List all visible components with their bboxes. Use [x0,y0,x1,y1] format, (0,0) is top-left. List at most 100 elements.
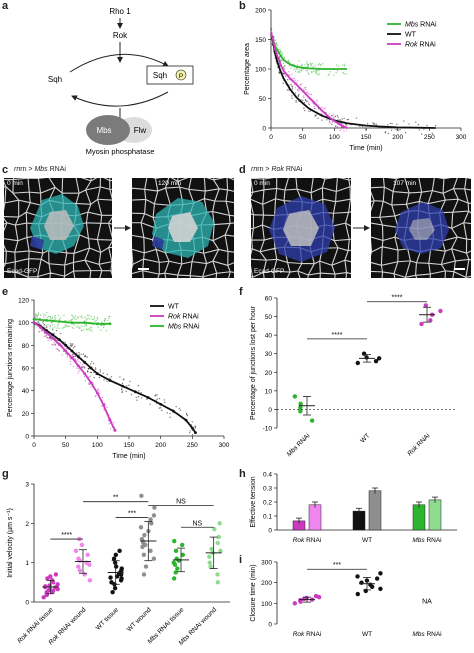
raw-data-point [304,88,307,91]
category-suffix: RNAi wound [56,606,88,638]
legend-name: Mbs [168,324,182,331]
raw-data-point [337,65,340,68]
y-tick-label: 30 [265,351,273,358]
raw-data-point [296,89,299,91]
legend-suffix: RNAi [418,22,437,29]
raw-data-point [89,375,92,378]
raw-data-point [125,390,127,392]
panel-i: i 0 100 200 300 Closure time (min) Rok RNAi WT… [237,554,474,648]
raw-data-point [70,319,72,322]
legend-label: Mbs RNAi [168,324,200,331]
legend-label: Rok RNAi [168,314,199,321]
raw-data-point [343,72,345,75]
category-label: Rok RNAi [293,631,322,638]
raw-data-point [397,129,400,131]
raw-data-point [86,370,89,372]
category-label: Rok RNAi [406,432,431,457]
raw-data-point [57,323,59,326]
genotype-rn: rn [14,166,21,173]
category-suffix: RNAi [414,432,431,449]
raw-data-point [365,128,368,131]
raw-data-point [47,339,49,342]
data-point [87,562,92,567]
raw-data-point [130,393,133,396]
data-point [148,548,153,554]
raw-data-point [58,327,60,329]
raw-data-point [295,101,297,103]
raw-data-point [404,131,407,134]
raw-data-point [89,371,92,374]
raw-data-point [137,396,140,398]
y-axis-label: Percentage junctions remaining [7,319,14,417]
data-point [298,401,303,407]
data-point [355,591,360,597]
raw-data-point [84,380,87,382]
legend-label: WT [405,32,417,39]
x-axis-label: Time (min) [112,453,145,460]
legend-label: Mbs RNAi [405,22,437,29]
raw-data-point [53,341,55,344]
data-point [112,560,118,565]
category-name: WT [359,432,371,444]
category-label: WT [359,432,371,444]
raw-data-point [54,318,57,320]
raw-data-point [81,325,83,327]
raw-data-point [97,326,100,328]
raw-data-point [78,370,80,372]
x-tick-label: 100 [329,134,340,141]
raw-data-point [76,316,79,318]
y-tick-label: 0.1 [263,514,272,521]
raw-data-point [417,123,420,126]
raw-data-point [335,125,338,128]
raw-data-point [331,123,333,126]
raw-data-point [39,314,42,316]
x-tick-label: 150 [361,134,372,141]
data-point [419,321,424,327]
data-point [143,564,149,569]
raw-data-point [297,90,300,92]
raw-data-point [270,27,272,30]
raw-data-point [329,71,331,73]
raw-data-point [341,118,343,120]
raw-data-point [298,60,300,62]
micro-c-marker: Ecad-GFP [7,268,38,275]
raw-data-point [311,62,313,65]
raw-data-point [403,120,405,122]
data-point [143,542,148,548]
raw-data-point [71,314,73,316]
raw-data-point [73,324,76,326]
data-point [151,513,157,518]
raw-data-point [372,122,374,124]
raw-data-point [51,316,54,318]
panel-e: e 0 20 40 60 80 100 120 0 50 100 150 200 250 300 Perce… [0,286,237,466]
raw-data-point [341,123,343,125]
raw-data-point [290,84,292,86]
raw-data-point [67,325,69,328]
raw-data-point [87,382,90,384]
raw-data-point [306,63,308,65]
wound-center [409,218,435,240]
raw-data-point [315,71,318,73]
raw-data-point [72,327,75,329]
data-point [175,566,180,571]
raw-data-point [327,74,330,76]
raw-data-point [109,377,111,379]
y-tick-label: 60 [22,366,30,373]
raw-data-point [315,114,317,116]
raw-data-point [278,72,281,74]
y-tick-label: 2 [25,521,29,528]
category-name: Mbs [412,631,425,638]
mbs-ellipse [86,115,130,145]
raw-data-point [293,77,295,79]
group-name: Mbs [412,537,425,544]
raw-data-point [81,315,83,318]
panel-label-f: f [239,286,243,298]
data-point [298,405,303,410]
data-point [298,409,303,414]
raw-data-point [156,394,158,396]
raw-data-point [93,371,95,374]
raw-data-point [65,319,67,322]
micro-c-0min: 0 min Ecad-GFP [4,178,112,278]
raw-data-point [81,317,83,319]
raw-data-point [74,317,76,319]
